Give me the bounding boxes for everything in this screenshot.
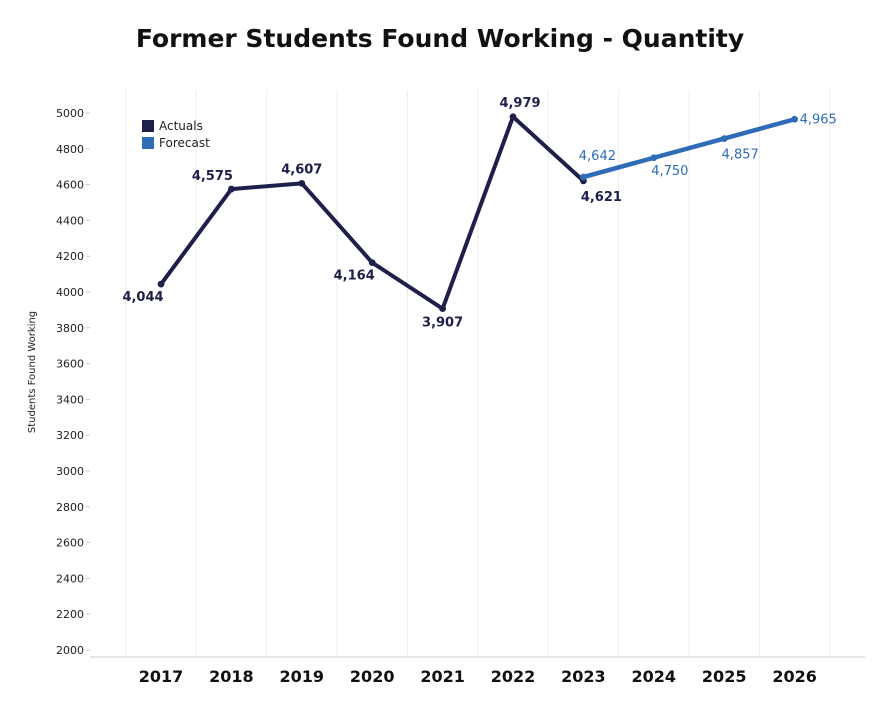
y-tick-label: 2400 [56,572,84,585]
forecast-data-label: 4,750 [651,164,688,179]
actuals-point [509,113,517,121]
forecast-point [650,154,658,162]
forecast-line [581,117,797,180]
y-tick-label: 2800 [56,501,84,514]
x-tick-label: 2017 [139,667,184,686]
forecast-data-label: 4,965 [800,112,837,127]
y-tick-label: 4600 [56,179,84,192]
legend-label: Forecast [159,136,210,150]
x-tick-label: 2025 [702,667,747,686]
y-tick-label: 5000 [56,107,84,120]
y-tick-label: 2200 [56,608,84,621]
actuals-point [228,185,235,193]
y-tick-label: 3400 [56,393,84,406]
x-tick-label: 2022 [491,667,536,686]
x-tick-label: 2020 [350,667,395,686]
actuals-data-label: 4,044 [122,290,163,305]
y-tick-label: 2600 [56,537,84,550]
y-tick-label: 2000 [56,644,84,657]
x-tick-label: 2018 [209,667,254,686]
data-points [157,113,798,313]
x-tick-label: 2021 [420,667,465,686]
chart-title: Former Students Found Working - Quantity [135,24,745,53]
legend: Actuals Forecast [142,119,210,150]
actuals-data-label: 3,907 [422,316,463,331]
actuals-data-label: 4,164 [334,269,375,284]
forecast-point [791,115,798,123]
x-tick-label: 2023 [561,667,606,686]
actuals-point [157,280,165,288]
data-labels: 4,044 4,575 4,607 4,164 3,907 4,979 4,621 4,642… [122,96,836,331]
y-tick-label: 3200 [56,429,84,442]
y-tick-label: 3600 [56,358,84,371]
legend-swatch [142,137,154,149]
x-tick-label: 2026 [772,667,817,686]
forecast-data-label: 4,857 [722,148,759,163]
y-tick-label: 4400 [56,214,84,227]
y-tick-label: 3000 [56,465,84,478]
actuals-point [368,259,376,267]
forecast-data-label: 4,642 [579,149,616,164]
x-tick-label: 2019 [280,667,325,686]
actuals-data-label: 4,575 [192,169,233,184]
actuals-data-label: 4,607 [281,162,322,177]
y-tick-label: 4200 [56,250,84,263]
x-tick-labels: 2017 2018 2019 2020 2021 2022 2023 2024 2025 2026 [139,667,817,686]
actuals-point [439,305,446,313]
legend-swatch [142,120,154,132]
actuals-point [298,179,306,187]
y-axis-title: Students Found Working [27,311,38,433]
y-tick-label: 4800 [56,143,84,156]
x-tick-label: 2024 [632,667,677,686]
forecast-point [580,173,587,181]
y-tick-label: 4000 [56,286,84,299]
y-tick-labels: 2000 2200 2400 2600 2800 3000 3200 3400 3600 3800… [56,107,90,657]
actuals-data-label: 4,979 [499,96,540,111]
forecast-point [720,135,728,142]
legend-label: Actuals [159,119,203,133]
actuals-data-label: 4,621 [581,190,622,205]
y-tick-label: 3800 [56,322,84,335]
